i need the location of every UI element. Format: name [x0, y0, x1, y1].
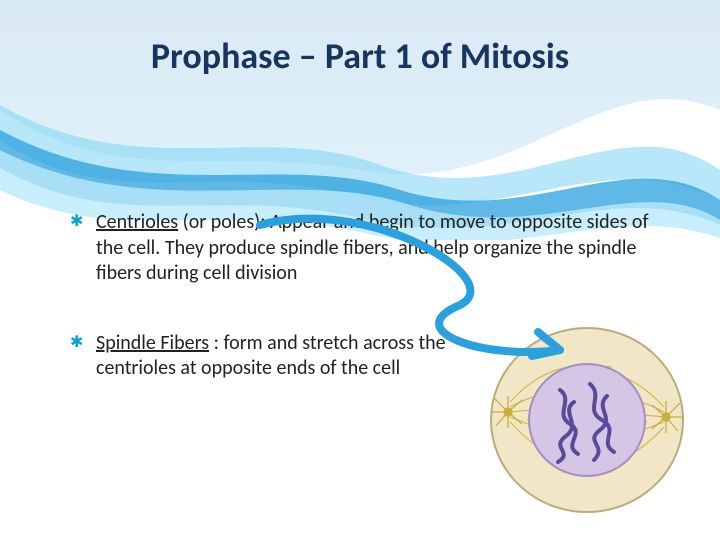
slide: Prophase – Part 1 of Mitosis Centrioles …: [0, 0, 720, 540]
slide-title: Prophase – Part 1 of Mitosis: [0, 34, 720, 78]
pointer-arrow: [250, 210, 570, 430]
term-spindle: Spindle Fibers: [96, 331, 209, 355]
term-centrioles: Centrioles: [96, 210, 178, 234]
